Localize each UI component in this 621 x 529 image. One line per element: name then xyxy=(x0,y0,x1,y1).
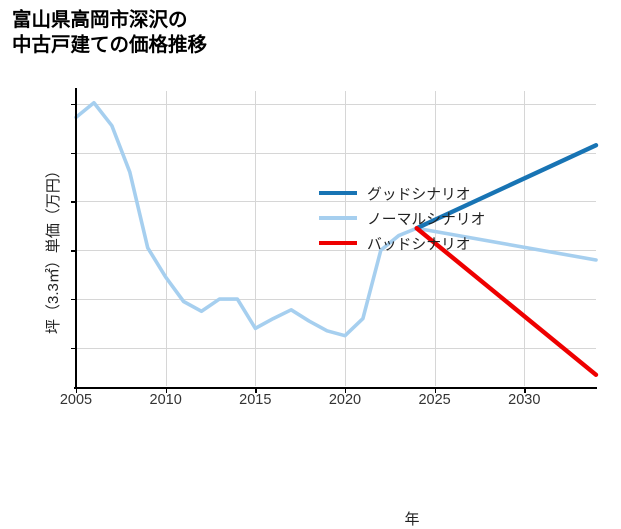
legend-label-good: グッドシナリオ xyxy=(367,187,471,203)
chart-title: 富山県高岡市深沢の 中古戸建ての価格推移 xyxy=(12,9,208,56)
x-tick-mark-2025 xyxy=(434,389,436,393)
legend-item-bad: バッドシナリオ xyxy=(319,235,529,260)
y-tick-mark-22 xyxy=(71,347,75,350)
y-tick-mark-23 xyxy=(71,299,75,301)
x-tick-mark-2020 xyxy=(344,389,347,393)
line-good-scenario xyxy=(414,143,599,231)
y-tick-mark-25 xyxy=(71,201,75,203)
y-tick-mark-27 xyxy=(71,103,75,106)
x-tick-2015: 2015 xyxy=(239,392,272,408)
gridline-x-2010 xyxy=(165,91,167,386)
gridline-x-2020 xyxy=(344,91,346,386)
legend-label-bad: バッドシナリオ xyxy=(367,237,471,253)
gridline-y-26 xyxy=(76,152,596,154)
line-bad-scenario xyxy=(414,226,599,377)
gridline-x-2030 xyxy=(524,91,526,386)
x-tick-mark-2010 xyxy=(165,389,168,393)
x-tick-mark-2015 xyxy=(255,389,257,393)
x-tick-2005: 2005 xyxy=(59,392,93,408)
line-normal-scenario xyxy=(74,100,598,338)
chart-legend: グッドシナリオ ノーマルシナリオ バッドシナリオ xyxy=(319,185,529,260)
y-tick-mark-26 xyxy=(71,152,75,154)
chart-figure: 富山県高岡市深沢の 中古戸建ての価格推移 坪（3.3㎡）単価（万円） 年 グッド… xyxy=(12,9,599,528)
x-axis-label: 年 xyxy=(404,511,420,528)
x-tick-mark-2030 xyxy=(524,389,526,393)
x-axis-line xyxy=(74,387,597,390)
plot-area: 坪（3.3㎡）単価（万円） 年 グッドシナリオ ノーマルシナリオ バッドシナリオ xyxy=(45,91,599,528)
x-tick-mark-2005 xyxy=(76,389,78,393)
legend-swatch-good xyxy=(319,191,357,196)
x-tick-2030: 2030 xyxy=(508,392,541,408)
gridline-y-25 xyxy=(76,201,596,203)
gridline-y-23 xyxy=(76,299,596,301)
data-lines xyxy=(74,100,599,377)
gridline-x-2015 xyxy=(255,91,257,386)
gridline-x-2025 xyxy=(434,91,436,386)
legend-item-good: グッドシナリオ xyxy=(319,185,529,210)
gridline-y-22 xyxy=(76,347,596,349)
y-tick-mark-24 xyxy=(71,250,75,252)
x-tick-2025: 2025 xyxy=(418,392,451,408)
y-axis-label: 坪（3.3㎡）単価（万円） xyxy=(45,163,62,334)
y-axis-line xyxy=(75,88,78,389)
legend-swatch-bad xyxy=(319,241,357,246)
x-tick-2020: 2020 xyxy=(328,392,362,408)
gridline-y-27 xyxy=(76,103,596,105)
legend-label-normal: ノーマルシナリオ xyxy=(367,212,486,228)
legend-swatch-normal xyxy=(319,216,357,221)
x-tick-2010: 2010 xyxy=(149,392,182,408)
gridline-y-24 xyxy=(76,250,596,252)
legend-item-normal: ノーマルシナリオ xyxy=(319,210,529,235)
